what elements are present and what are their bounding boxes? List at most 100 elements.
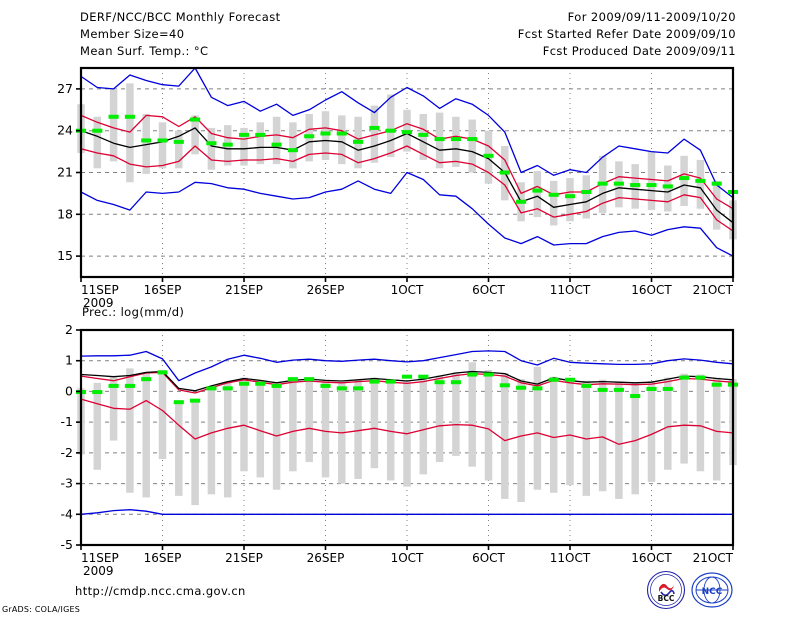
ensemble-spread-bar	[452, 116, 460, 167]
ensemble-spread-bar	[289, 379, 297, 472]
member-size-label: Member Size=40	[80, 27, 185, 41]
ensemble-spread-bar	[680, 373, 688, 464]
ensemble-spread-bar	[615, 381, 623, 499]
xtick-label: 21SEP	[225, 551, 263, 565]
ensemble-spread-bar	[142, 113, 150, 174]
ensemble-spread-bar	[109, 88, 118, 162]
ensemble-spread-bar	[126, 83, 134, 183]
xtick-label: 26SEP	[307, 283, 345, 297]
ensemble-spread-bar	[419, 378, 428, 475]
ensemble-spread-bar	[126, 368, 134, 493]
ensemble-spread-bar	[566, 178, 574, 222]
ensemble-spread-bar	[321, 380, 330, 478]
ensemble-spread-bar	[484, 369, 493, 481]
series-line-mean	[80, 370, 734, 392]
ytick-label: 18	[57, 206, 73, 221]
xtick-label: 16OCT	[631, 551, 672, 565]
ensemble-spread-bar	[468, 362, 476, 467]
ensemble-spread-bar	[647, 151, 656, 211]
ensemble-spread-bar	[712, 180, 721, 230]
xtick-label: 16SEP	[144, 551, 182, 565]
xtick-label: 21OCT	[693, 551, 734, 565]
ensemble-spread-bar	[338, 115, 346, 165]
ensemble-spread-bar	[549, 376, 558, 493]
website-url[interactable]: http://cmdp.ncc.cma.gov.cn	[75, 584, 246, 598]
series-line-min	[80, 171, 734, 257]
ensemble-spread-bar	[533, 366, 542, 490]
ensemble-spread-bar	[158, 122, 167, 169]
ensemble-spread-bar	[256, 380, 265, 478]
ensemble-spread-bar	[696, 159, 705, 209]
ensemble-spread-bar	[370, 105, 379, 163]
ytick-label: 2	[65, 322, 73, 337]
xtick-label: 26SEP	[307, 551, 345, 565]
ytick-label: 24	[57, 123, 73, 138]
svg-text:BCC: BCC	[658, 594, 675, 603]
ytick-label: -3	[61, 476, 73, 491]
xtick-label: 11SEP	[81, 283, 119, 297]
ensemble-spread-bar	[631, 382, 639, 495]
ensemble-spread-bar	[158, 369, 167, 459]
ensemble-spread-bar	[647, 380, 656, 483]
forecast-period-label: For 2009/09/11-2009/10/20	[567, 10, 736, 24]
ytick-label: -2	[61, 445, 73, 460]
ensemble-spread-bar	[582, 380, 591, 496]
xtick-label: 1OCT	[391, 551, 424, 565]
ensemble-spread-bar	[664, 377, 672, 470]
xtick-label: 11OCT	[550, 551, 591, 565]
ensemble-spread-bar	[321, 111, 330, 160]
ytick-label: -1	[61, 414, 73, 429]
ensemble-spread-bar	[240, 377, 248, 472]
ensemble-spread-bar	[386, 379, 395, 481]
precipitation-variable-label: Prec.: log(mm/d)	[82, 305, 185, 319]
ensemble-spread-bar	[191, 115, 199, 155]
bcc-logo: BCC	[646, 570, 686, 610]
ensemble-spread-bar	[191, 402, 199, 506]
forecast-produced-date-label: Fcst Produced Date 2009/09/11	[542, 44, 736, 58]
ensemble-spread-bar	[207, 387, 216, 495]
xtick-label: 11SEP	[81, 551, 119, 565]
temperature-variable-label: Mean Surf. Temp.: °C	[80, 44, 209, 58]
ensemble-spread-bar	[598, 379, 607, 492]
ensemble-spread-bar	[566, 379, 574, 486]
series-line-max	[80, 350, 734, 382]
xtick-label: 1OCT	[391, 283, 424, 297]
xtick-label: 6OCT	[472, 283, 505, 297]
ensemble-spread-bar	[175, 400, 183, 496]
ensemble-spread-bar	[272, 116, 281, 165]
series-line-q3	[80, 114, 734, 210]
ensemble-spread-bar	[468, 119, 476, 173]
ytick-label: -5	[61, 537, 73, 552]
ensemble-spread-bar	[386, 94, 395, 158]
ncc-logo: NCC	[691, 572, 733, 608]
ensemble-spread-bar	[680, 155, 688, 206]
ytick-label: 1	[65, 353, 73, 368]
series-line-min	[80, 509, 733, 515]
xtick-label: 21SEP	[225, 283, 263, 297]
ensemble-spread-bar	[256, 122, 265, 165]
x-axis-year-label: 2009	[83, 564, 114, 578]
ensemble-spread-bar	[272, 385, 281, 490]
ensemble-spread-bar	[175, 130, 183, 169]
series-line-q1	[80, 145, 734, 232]
ensemble-spread-bar	[93, 116, 102, 169]
ensemble-spread-bar	[93, 382, 102, 470]
ensemble-spread-bar	[533, 171, 542, 218]
ensemble-spread-bar	[305, 377, 313, 463]
ensemble-spread-bar	[517, 379, 525, 502]
x-axis-year-label: 2009	[83, 296, 114, 310]
xtick-label: 16SEP	[144, 283, 182, 297]
series-line-q3	[80, 371, 734, 394]
ensemble-spread-bar	[207, 127, 216, 170]
ensemble-spread-bar	[223, 381, 232, 498]
ensemble-spread-bar	[435, 375, 444, 463]
ensemble-spread-bar	[289, 122, 297, 169]
panel-temperature: 15 18 21 24 27 11SEP 16SEP 21SEP 26SEP 1OCT 6OCT 11…	[57, 66, 739, 310]
forecast-title: DERF/NCC/BCC Monthly Forecast	[80, 10, 281, 24]
xtick-label: 11OCT	[550, 283, 591, 297]
xtick-label: 16OCT	[631, 283, 672, 297]
ytick-label: 15	[57, 248, 73, 263]
svg-text:NCC: NCC	[702, 587, 723, 597]
ensemble-spread-bar	[712, 377, 721, 481]
